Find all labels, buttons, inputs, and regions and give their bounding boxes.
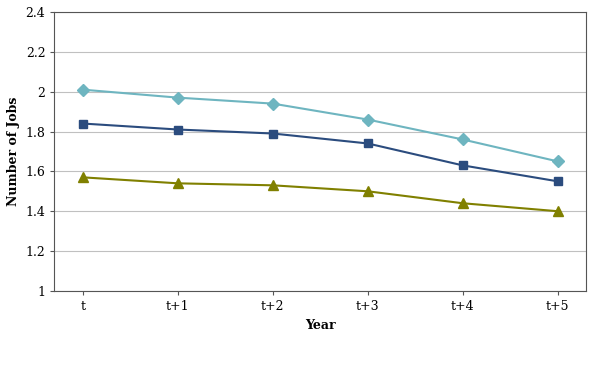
Low-Income Single Mothers <box>269 101 276 106</box>
Low-Income Single Mothers <box>174 95 181 100</box>
Low-Income Single Mothers <box>79 87 87 92</box>
Low-Income Single Mothers <box>364 117 371 122</box>
All Women <box>459 201 467 206</box>
All Women <box>364 189 371 194</box>
All Women <box>79 175 87 179</box>
All Women <box>554 209 562 213</box>
Y-axis label: Number of Jobs: Number of Jobs <box>7 97 20 206</box>
Low-Income Single Mothers <box>554 159 562 164</box>
All Women <box>174 181 181 185</box>
Low-Income Single Mothers <box>459 137 467 142</box>
All Single Mothers <box>364 141 371 146</box>
Line: Low-Income Single Mothers: Low-Income Single Mothers <box>79 85 562 166</box>
All Single Mothers <box>174 127 181 132</box>
Line: All Women: All Women <box>78 172 563 216</box>
All Single Mothers <box>79 121 87 126</box>
All Women <box>269 183 276 188</box>
X-axis label: Year: Year <box>305 319 336 332</box>
All Single Mothers <box>459 163 467 167</box>
Line: All Single Mothers: All Single Mothers <box>79 119 562 185</box>
All Single Mothers <box>269 131 276 136</box>
All Single Mothers <box>554 179 562 184</box>
